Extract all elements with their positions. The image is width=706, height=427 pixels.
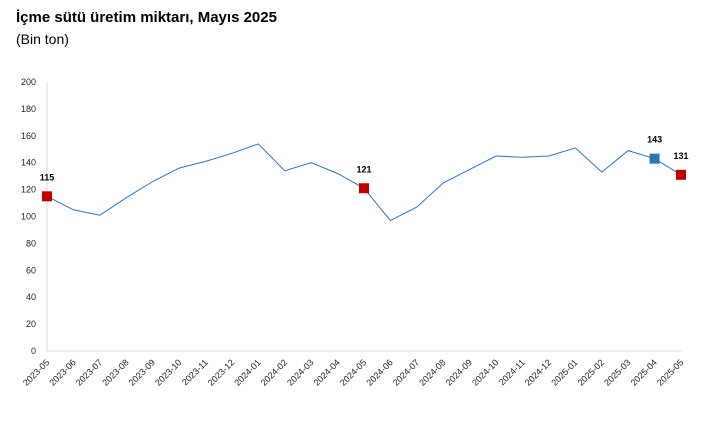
series-line-group — [46, 143, 682, 222]
x-tick-label: 2024-01 — [232, 357, 262, 387]
x-tick-label: 2024-09 — [444, 357, 474, 387]
x-tick-label: 2023-11 — [180, 357, 210, 387]
x-tick-label: 2023-05 — [21, 357, 51, 387]
data-label: 143 — [647, 135, 662, 145]
data-label: 115 — [40, 172, 55, 182]
x-tick-label: 2024-11 — [497, 357, 527, 387]
x-tick-label: 2023-12 — [206, 357, 236, 387]
axes — [46, 82, 681, 352]
x-tick-label: 2024-05 — [338, 357, 368, 387]
x-tick-label: 2024-10 — [470, 357, 500, 387]
x-tick-label: 2024-06 — [364, 357, 394, 387]
x-tick-label: 2023-07 — [74, 357, 104, 387]
y-tick-label: 20 — [26, 319, 36, 329]
chart-subtitle: (Bin ton) — [16, 31, 69, 47]
highlight-markers: 115 121 143 131 — [40, 135, 689, 202]
series-line — [46, 143, 682, 222]
y-tick-label: 180 — [21, 104, 36, 114]
y-tick-label: 80 — [26, 238, 36, 248]
data-label: 121 — [356, 164, 371, 174]
x-tick-label: 2024-08 — [417, 357, 447, 387]
y-tick-label: 200 — [21, 77, 36, 87]
y-tick-label: 120 — [21, 185, 36, 195]
data-point-marker — [649, 153, 660, 164]
x-tick-label: 2024-02 — [259, 357, 289, 387]
x-tick-label: 2023-06 — [47, 357, 77, 387]
data-point-marker — [676, 169, 686, 180]
x-tick-label: 2024-03 — [285, 357, 315, 387]
x-tick-label: 2023-10 — [153, 357, 183, 387]
x-tick-label: 2024-12 — [523, 357, 553, 387]
x-tick-label: 2024-07 — [391, 357, 421, 387]
x-axis-tick-labels: 2023-052023-062023-072023-082023-092023-… — [21, 357, 685, 387]
data-point-marker — [359, 183, 369, 194]
y-tick-label: 160 — [21, 131, 36, 141]
x-tick-label: 2025-05 — [655, 357, 685, 387]
y-axis-tick-labels: 0 20 40 60 80 100 120 140 160 180 200 — [21, 77, 36, 356]
x-tick-label: 2024-04 — [312, 357, 342, 387]
x-tick-label: 2025-03 — [602, 357, 632, 387]
x-tick-label: 2023-08 — [100, 357, 130, 387]
x-tick-label: 2025-01 — [549, 357, 579, 387]
y-tick-label: 140 — [21, 158, 36, 168]
y-tick-label: 100 — [21, 212, 36, 222]
x-tick-label: 2023-09 — [127, 357, 157, 387]
data-point-marker — [42, 191, 52, 202]
y-tick-label: 0 — [31, 346, 36, 356]
chart-title: İçme sütü üretim miktarı, Mayıs 2025 — [16, 9, 277, 26]
x-tick-label: 2025-02 — [576, 357, 606, 387]
x-tick-label: 2025-04 — [629, 357, 659, 387]
y-tick-label: 40 — [26, 292, 36, 302]
data-label: 131 — [673, 151, 688, 161]
y-tick-label: 60 — [26, 265, 36, 275]
